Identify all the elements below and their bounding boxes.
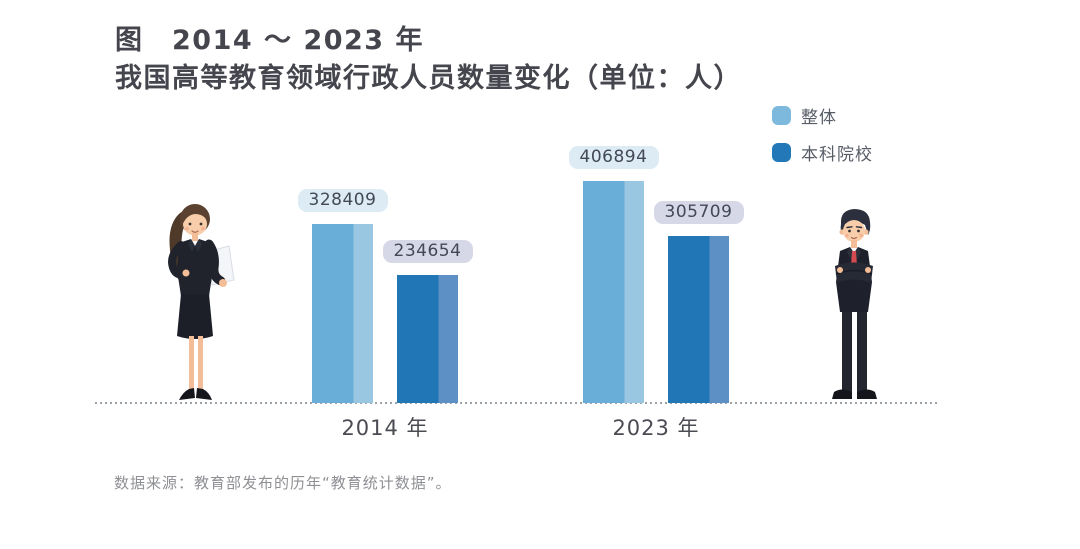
value-label-overall-2014年: 328409 [297, 189, 388, 212]
woman-blazer-icon [177, 239, 213, 296]
legend-swatch-overall [772, 106, 791, 125]
value-label-undergraduate-2023年: 305709 [653, 201, 744, 224]
x-axis-label: 2014 年 [341, 416, 429, 440]
businessman-illustration [832, 209, 877, 399]
legend: 整体 本科院校 [772, 103, 873, 165]
woman-face-icon [183, 212, 207, 236]
woman-skirt-icon [177, 294, 213, 339]
legend-label: 本科院校 [801, 145, 873, 165]
chart-title-line-1: 图 2014 ～ 2023 年 [115, 25, 424, 56]
businesswoman-illustration [168, 204, 235, 400]
man-hair-icon [840, 209, 871, 235]
chart-title-line-2: 我国高等教育领域行政人员数量变化（单位：人） [115, 63, 742, 94]
legend-item-overall: 整体 [772, 103, 873, 128]
legend-swatch-undergraduate [772, 143, 791, 162]
bar-overall-2023年 [583, 181, 644, 403]
x-axis-label: 2023 年 [612, 416, 700, 440]
legend-item-undergraduate: 本科院校 [772, 140, 873, 165]
chart-title: 图 2014 ～ 2023 年 我国高等教育领域行政人员数量变化（单位：人） [115, 22, 742, 98]
bar-undergraduate-2014年 [397, 275, 458, 403]
bar-undergraduate-2023年 [668, 236, 729, 403]
bar-overall-2014年 [312, 224, 373, 403]
data-source-note: 数据来源：教育部发布的历年“教育统计数据”。 [114, 474, 452, 492]
man-face-icon [843, 220, 865, 242]
axis-baseline [95, 402, 940, 404]
legend-label: 整体 [801, 108, 837, 128]
crossed-arms-icon [835, 262, 873, 283]
value-label-undergraduate-2014年: 234654 [382, 240, 473, 263]
value-label-overall-2023年: 406894 [568, 146, 659, 169]
